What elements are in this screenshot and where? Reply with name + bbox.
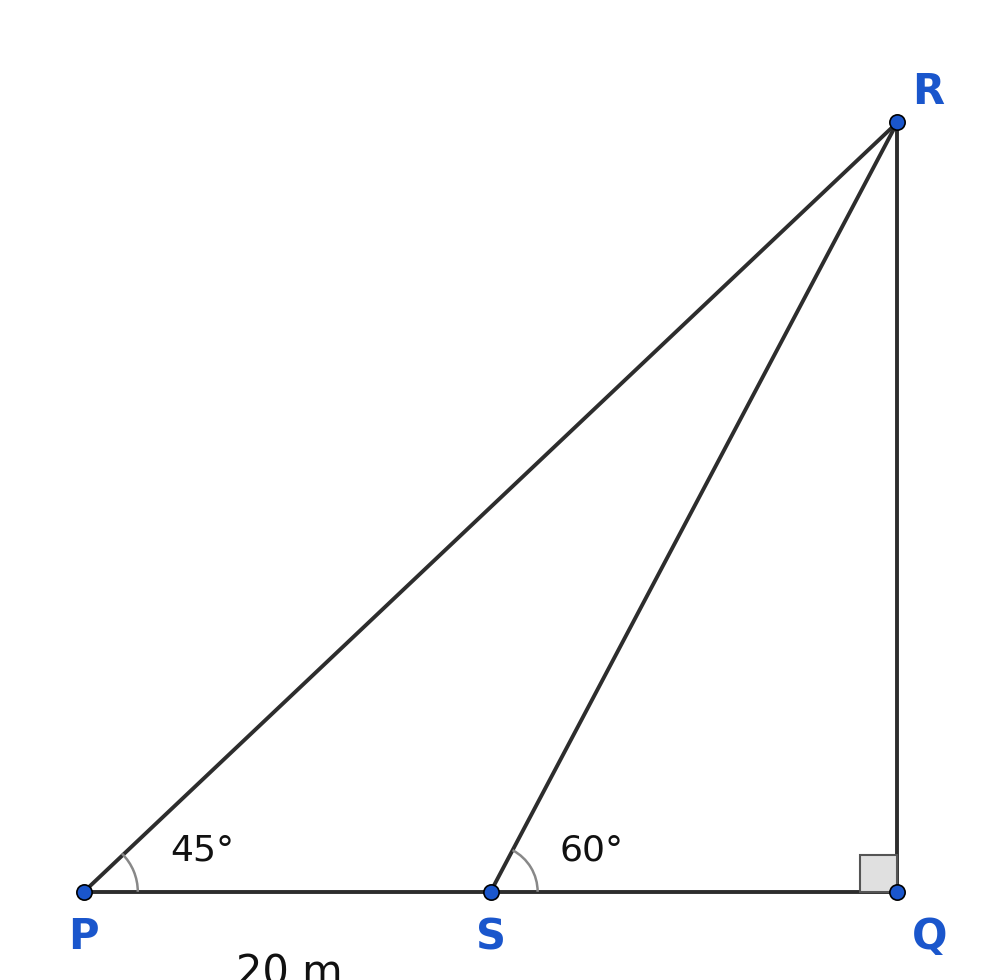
Text: 45°: 45° [170,833,234,867]
Text: 20 m: 20 m [237,953,343,980]
Text: 60°: 60° [559,833,623,867]
Text: P: P [68,916,99,958]
Text: Q: Q [912,916,947,958]
Bar [860,855,897,892]
Text: R: R [912,71,944,113]
Text: S: S [476,916,505,958]
